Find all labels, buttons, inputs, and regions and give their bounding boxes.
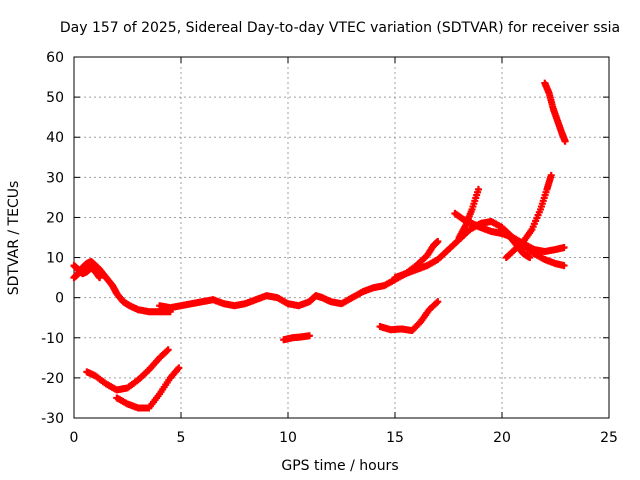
y-tick-label: -20 [41, 371, 64, 387]
data-point [526, 254, 534, 262]
series-track-12 [280, 332, 313, 344]
series-track-8 [498, 225, 534, 262]
x-axis-label: GPS time / hours [281, 458, 398, 474]
data-point [175, 364, 183, 372]
x-tick-label: 0 [70, 430, 79, 446]
data-point [164, 346, 172, 354]
y-tick-label: 0 [55, 291, 64, 307]
data-point [547, 171, 555, 179]
y-tick-label: 50 [46, 90, 64, 106]
x-tick-label: 5 [177, 430, 186, 446]
data-point [96, 274, 104, 282]
y-tick-label: -30 [41, 411, 64, 427]
plot-frame [73, 56, 610, 419]
y-tick-label: 40 [46, 130, 64, 146]
x-tick-label: 20 [493, 430, 511, 446]
series-track-11 [113, 364, 183, 412]
data-point [560, 244, 568, 252]
data-point [434, 298, 442, 306]
data-points [70, 79, 569, 412]
series-track-1 [70, 258, 174, 316]
data-point [434, 238, 442, 246]
series-track-13 [376, 298, 442, 335]
plot-border [73, 56, 610, 419]
data-point [433, 299, 441, 307]
y-tick-label: 60 [46, 50, 64, 66]
data-point [163, 347, 171, 355]
chart-title: Day 157 of 2025, Sidereal Day-to-day VTE… [60, 20, 620, 36]
x-tick-label: 10 [279, 430, 297, 446]
y-tick-label: 20 [46, 210, 64, 226]
data-point [474, 185, 482, 193]
series-track-2 [70, 262, 104, 282]
axis-ticks: 0 5 10 15 20 25 -30 -20 -10 0 10 20 30 40 50 60 [41, 50, 618, 446]
x-tick-label: 15 [386, 430, 404, 446]
series-track-9 [541, 79, 569, 145]
series-track-10 [83, 346, 172, 394]
y-tick-label: 10 [46, 251, 64, 267]
grid [74, 57, 609, 418]
y-tick-label: 30 [46, 170, 64, 186]
data-point [561, 137, 569, 145]
x-tick-label: 25 [600, 430, 618, 446]
data-point [560, 262, 568, 270]
data-point [305, 332, 313, 340]
y-axis-label: SDTVAR / TECUs [6, 181, 22, 296]
y-tick-label: -10 [41, 331, 64, 347]
